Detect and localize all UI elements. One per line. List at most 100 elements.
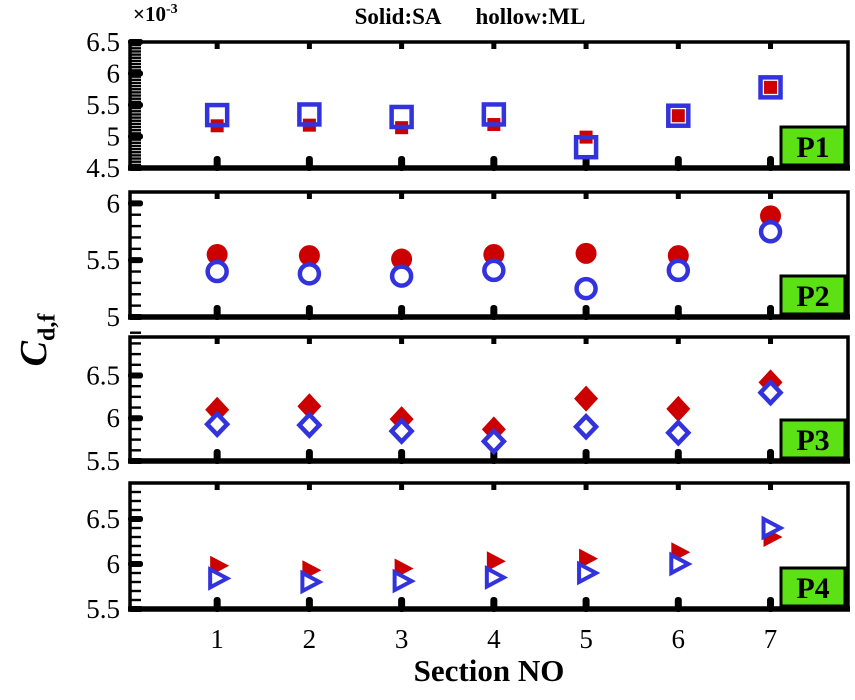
panel-P3-x-top-tick [399, 337, 405, 344]
panel-P2-x-top-tick [768, 192, 774, 199]
panel-P3-x-top-tick [675, 337, 681, 344]
panel-P1-y-tick-label: 4.5 [86, 153, 120, 183]
panel-P2-x-top-tick [214, 192, 220, 199]
panel-P2-ML-point [205, 259, 229, 284]
panel-P2-SA-point [298, 245, 320, 267]
panel-P3-x-top-tick [491, 337, 497, 344]
panel-P1-y-minor-tick [130, 56, 141, 59]
panel-P2-y-minor-tick [130, 270, 141, 273]
panel-P1-y-minor-tick [130, 100, 141, 104]
panel-P1-y-minor-tick [130, 116, 141, 119]
panel-P2-x-tick [213, 305, 221, 320]
panel-P2-SA-point [206, 244, 228, 265]
panel-P2-y-minor-tick [130, 281, 141, 285]
panel-P3-x-tick [674, 449, 682, 464]
panel-P4-x-tick [767, 597, 775, 612]
panel-P4-label-box [779, 566, 847, 608]
panel-P1-y-minor-tick [130, 132, 141, 135]
panel-P1-y-minor-tick [130, 141, 141, 144]
panel-P3-y-minor-tick [130, 395, 141, 399]
panel-P3-SA-point [297, 393, 322, 420]
x-tick-label-1: 1 [210, 624, 224, 654]
panel-P1-y-minor-tick [130, 154, 141, 157]
panel-P4-y-minor-tick [130, 580, 141, 584]
scale-base: ×10 [133, 2, 166, 26]
panel-P3-y-major-tick [128, 372, 143, 379]
panel-P2-x-tick [490, 305, 498, 320]
panel-P4-x-top-tick [768, 483, 774, 490]
panel-P1-y-minor-tick [130, 50, 141, 53]
panel-P2-y-minor-tick [130, 247, 141, 251]
panel-P4-y-minor-tick [130, 571, 141, 575]
panel-P1-y-minor-tick [130, 110, 141, 113]
panel-P1-y-major-tick [128, 39, 143, 45]
panel-P1-y-minor-tick [130, 125, 141, 129]
panel-P1-x-tick [582, 156, 590, 171]
panel-P4-y-minor-tick [130, 490, 141, 494]
scale-exponent: -3 [165, 2, 178, 17]
panel-P1-ML-point [297, 102, 322, 127]
panel-P3-y-minor-tick [130, 427, 141, 431]
panel-P4-x-tick [490, 597, 498, 612]
panel-P1-y-minor-tick [130, 75, 141, 78]
panel-P2-x-tick [582, 305, 590, 320]
panel-P1-y-minor-tick [130, 147, 141, 151]
panel-P1-y-minor-tick [130, 78, 141, 81]
panel-P2-y-tick-label: 6 [107, 188, 121, 218]
panel-P1-y-tick-label: 5.5 [86, 90, 120, 120]
panel-P4-SA-point [579, 548, 599, 569]
panel-P1-y-minor-tick [130, 97, 141, 100]
panel-P1-y-minor-tick [130, 47, 141, 50]
panel-P3-y-minor-tick [130, 384, 141, 388]
panel-P1-y-minor-tick [130, 157, 141, 160]
panel-P2-y-major-tick [128, 257, 143, 264]
panel-P4-x-top-tick [491, 483, 497, 490]
panel-P4-y-minor-tick [130, 535, 141, 539]
panel-P3-ML-point [757, 378, 784, 407]
panel-P4-y-tick-label: 5.5 [86, 594, 120, 624]
panel-P4-SA-point [486, 551, 506, 572]
panel-P3-x-tick [398, 449, 406, 464]
panel-P1-ML-point [758, 75, 783, 100]
panel-P4-x-top-tick [675, 483, 681, 490]
panel-P1-y-minor-tick [130, 138, 141, 141]
panel-P1-y-minor-tick [130, 106, 141, 110]
panel-P2-x-tick [767, 305, 775, 320]
panel-P3-y-tick-label: 5.5 [86, 446, 120, 476]
panel-P3-y-minor-tick [130, 406, 141, 409]
panel-P1-y-minor-tick [130, 94, 141, 97]
panel-P1-ML-point [666, 103, 691, 128]
panel-P1-label: P1 [796, 131, 829, 164]
panel-P4-ML-point [761, 515, 785, 541]
panel-P4-y-minor-tick [130, 553, 141, 557]
panel-P1-y-minor-tick [130, 91, 141, 94]
panel-P3-y-major-tick [128, 415, 143, 422]
panel-P2-x-top-tick [399, 192, 405, 199]
panel-P4-y-minor-tick [130, 544, 141, 548]
panel-P2-x-top-tick [583, 192, 589, 199]
panel-P3-y-tick-label: 6.5 [86, 360, 120, 390]
panel-P1-y-minor-tick [130, 151, 141, 154]
x-tick-label-4: 4 [487, 624, 501, 654]
panel-P1-y-minor-tick [130, 144, 141, 148]
panel-P3-ML-point [480, 427, 507, 456]
panel-P1-ML-point [481, 102, 507, 127]
panel-P4-label: P4 [796, 572, 829, 605]
panel-P3-SA-point [205, 396, 230, 423]
panel-P1-y-minor-tick [130, 160, 141, 163]
panel-P4-ML-point [208, 566, 232, 591]
panel-P4-y-tick-label: 6.5 [86, 504, 120, 534]
panel-P1-x-tick [398, 156, 406, 171]
panel-P1-y-minor-tick [130, 69, 141, 72]
panel-P3-y-minor-tick [130, 363, 141, 366]
panel-P3-x-top-tick [214, 337, 220, 344]
panel-P1-y-minor-tick [130, 59, 141, 63]
panel-P4-y-minor-tick [130, 481, 141, 485]
panel-P3-x-top-tick [583, 337, 589, 344]
panel-P3-x-top-tick [306, 337, 312, 344]
panel-P1-y-tick-label: 5 [107, 122, 121, 152]
panel-P3-ML-point [204, 410, 231, 438]
panel-P4-ML-point [300, 569, 324, 595]
panel-P1-x-tick [490, 156, 498, 171]
panel-P3-x-tick [767, 449, 775, 464]
